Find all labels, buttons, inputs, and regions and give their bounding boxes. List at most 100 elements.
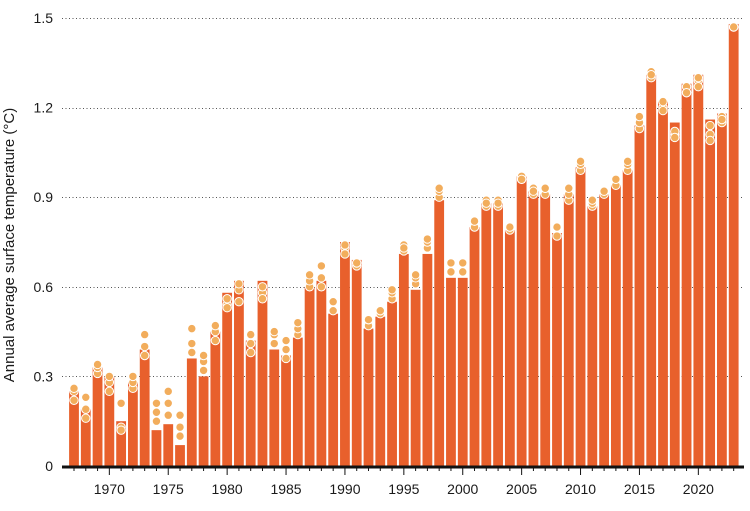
y-tick-label: 0 [45,458,53,474]
dataset-dot [493,198,503,208]
dataset-dot [69,395,79,405]
bar [292,337,303,466]
dataset-dot [163,410,173,420]
y-tick-label: 0.9 [34,189,54,205]
dataset-dot [163,386,173,397]
axes: 0 0.3 0.6 0.9 1.2 1.5 1970 1975 1980 1985 1990 1995… [34,10,744,497]
dataset-dot [198,365,209,376]
dataset-dot [316,261,327,271]
dataset-dots [69,22,739,441]
dataset-dot [175,431,185,441]
dataset-dot [222,303,232,313]
dataset-dot [717,114,727,125]
x-tick-label: 1970 [94,481,125,497]
bar [728,23,739,467]
dataset-dot [516,174,527,184]
dataset-dot [352,258,362,268]
y-tick-label: 0.3 [34,368,54,384]
dataset-dot [399,243,409,253]
dataset-dot [293,317,303,328]
dataset-dot [410,270,421,280]
dataset-dot [281,344,291,355]
bar [210,331,221,466]
bar [469,227,480,466]
bar [151,430,162,466]
bar [269,349,280,466]
bar [422,253,433,466]
dataset-dot [481,198,491,208]
x-tick-label: 1985 [270,481,301,497]
dataset-dot [552,231,562,241]
dataset-dot [104,386,115,397]
bar [186,358,197,466]
y-tick-label: 1.2 [34,100,54,116]
dataset-dot [151,407,162,417]
bar [681,83,692,466]
dataset-dot [116,425,126,435]
dataset-dot [552,222,562,232]
bars [69,23,739,467]
bar [304,286,315,466]
dataset-dot [69,383,79,394]
bar [222,292,233,466]
dataset-dot [187,323,197,334]
bar [563,194,574,467]
dataset-dot [281,335,291,346]
dataset-dot [316,282,327,292]
bar [92,367,103,466]
dataset-dot [257,294,268,304]
x-tick-label: 2000 [447,481,478,497]
bar [410,289,421,466]
dataset-dot [210,320,221,331]
bar [375,316,386,466]
bar [457,277,468,466]
dataset-dot [328,305,338,316]
dataset-dot [198,350,209,361]
dataset-dot [469,216,480,226]
dataset-dot [246,347,256,358]
x-tick-label: 1995 [388,481,419,497]
dataset-dot [387,285,397,295]
dataset-dot [269,338,279,349]
dataset-dot [139,350,150,361]
bar [257,280,268,466]
dataset-dot [187,347,197,358]
dataset-dot [340,249,350,259]
bar [139,349,150,466]
dataset-dot [658,96,668,107]
dataset-dot [304,270,315,280]
bar [669,122,680,467]
dataset-dot [234,297,244,307]
bar [552,233,562,466]
bar [163,424,174,466]
dataset-dot [163,398,173,408]
bar [646,74,657,466]
bar [634,125,645,467]
dataset-dot [128,371,138,382]
bar [387,301,397,466]
dataset-dot [458,267,468,277]
dataset-dot [81,404,91,414]
dataset-dot [316,273,327,283]
dataset-dot [81,413,91,423]
bar [351,259,362,466]
x-tick-label: 2020 [683,481,714,497]
dataset-dot [670,132,680,143]
dataset-dot [540,183,550,193]
dataset-dot [658,105,668,116]
bar [540,194,551,467]
dataset-dot [528,186,539,196]
x-tick-label: 1990 [329,481,360,497]
bar [175,445,185,466]
bar [198,376,209,466]
dataset-dot [681,87,692,98]
dataset-dot [458,258,468,268]
bar [575,167,586,467]
x-tick-label: 2010 [565,481,596,497]
dataset-dot [434,183,444,193]
dataset-dot [375,305,385,316]
dataset-dot [210,335,221,346]
dataset-dot [611,174,621,184]
dataset-dot [705,120,715,131]
bar [328,313,339,466]
